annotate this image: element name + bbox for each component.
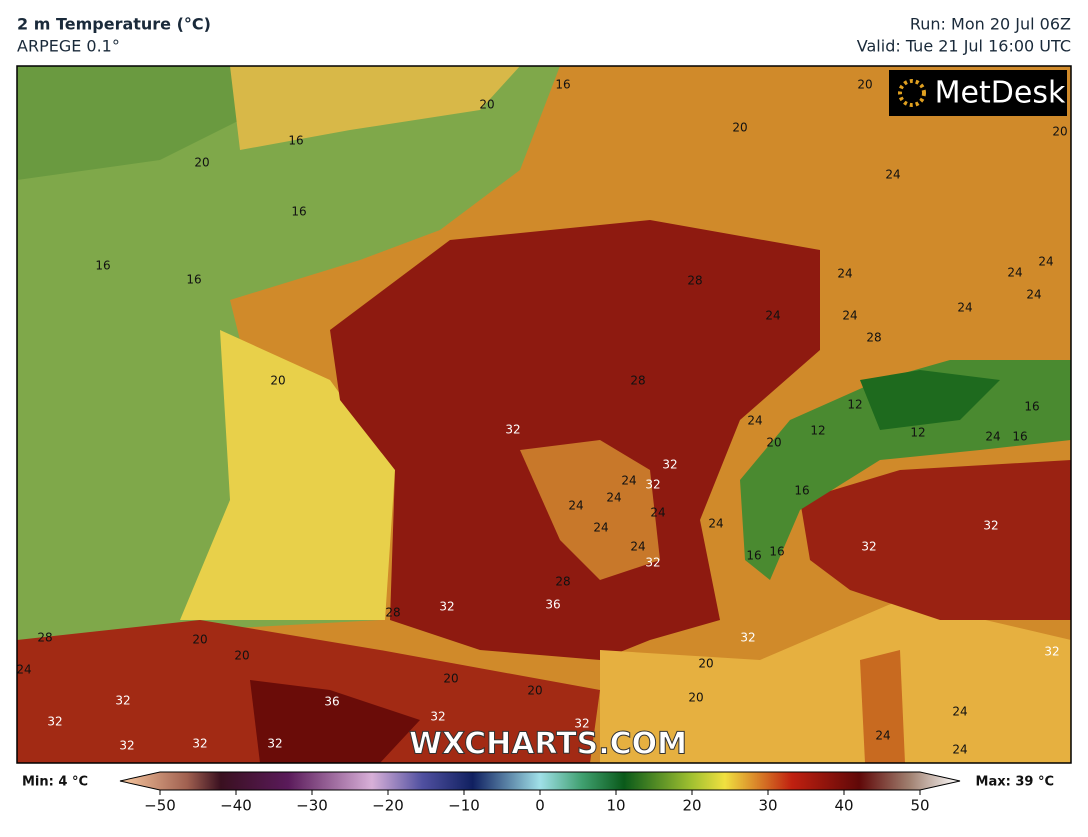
contour-label: 16: [769, 545, 784, 559]
contour-label: 16: [291, 205, 306, 219]
contour-label: 12: [847, 398, 862, 412]
colorbar-tick-label: −30: [296, 797, 328, 815]
contour-label: 24: [885, 168, 900, 182]
contour-label: 20: [443, 672, 458, 686]
contour-label: 32: [1044, 645, 1059, 659]
contour-label: 24: [16, 663, 31, 677]
contour-label: 24: [837, 267, 852, 281]
contour-label: 32: [119, 739, 134, 753]
contour-label: 20: [766, 436, 781, 450]
contour-label: 24: [765, 309, 780, 323]
contour-label: 16: [186, 273, 201, 287]
contour-label: 32: [267, 737, 282, 751]
contour-label: 24: [957, 301, 972, 315]
contour-label: 24: [985, 430, 1000, 444]
contour-label: 20: [732, 121, 747, 135]
contour-label: 28: [866, 331, 881, 345]
map: [17, 66, 1071, 763]
colorbar-tick-label: 10: [606, 797, 625, 815]
contour-label: 32: [47, 715, 62, 729]
contour-label: 20: [857, 78, 872, 92]
contour-label: 32: [505, 423, 520, 437]
contour-label: 20: [192, 633, 207, 647]
contour-label: 24: [842, 309, 857, 323]
colorbar-tick-label: 40: [834, 797, 853, 815]
min-label: Min: 4 °C: [22, 775, 88, 790]
contour-label: 16: [1024, 400, 1039, 414]
contour-label: 36: [545, 598, 560, 612]
contour-label: 32: [983, 519, 998, 533]
subtitle: ARPEGE 0.1°: [17, 37, 120, 56]
contour-label: 20: [234, 649, 249, 663]
colorbar-tick-label: 0: [535, 797, 545, 815]
contour-label: 24: [630, 540, 645, 554]
contour-label: 24: [708, 517, 723, 531]
contour-label: 28: [37, 631, 52, 645]
contour-label: 24: [650, 506, 665, 520]
colorbar-tick-label: 30: [758, 797, 777, 815]
colorbar-tick-label: 50: [910, 797, 929, 815]
contour-label: 24: [875, 729, 890, 743]
contour-label: 12: [910, 426, 925, 440]
contour-label: 20: [194, 156, 209, 170]
contour-label: 24: [952, 743, 967, 757]
contour-label: 32: [861, 540, 876, 554]
contour-label: 32: [740, 631, 755, 645]
contour-label: 32: [439, 600, 454, 614]
contour-label: 20: [527, 684, 542, 698]
logo-icon: [898, 79, 926, 107]
title: 2 m Temperature (°C): [17, 15, 211, 34]
contour-label: 24: [747, 414, 762, 428]
contour-label: 36: [324, 695, 339, 709]
contour-label: 32: [645, 478, 660, 492]
contour-label: 16: [746, 549, 761, 563]
map-frame: [16, 65, 1072, 764]
colorbar: [119, 771, 961, 791]
contour-label: 16: [95, 259, 110, 273]
contour-label: 16: [794, 484, 809, 498]
contour-label: 16: [288, 134, 303, 148]
run: Run: Mon 20 Jul 06Z: [910, 15, 1071, 34]
colorbar-tick-label: −10: [448, 797, 480, 815]
colorbar-ticks: −50 −40 −30 −20 −10 0 10 20 30 40 50: [144, 790, 930, 815]
contour-label: 28: [630, 374, 645, 388]
contour-label: 32: [115, 694, 130, 708]
contour-label: 32: [430, 710, 445, 724]
contour-label: 24: [952, 705, 967, 719]
contour-label: 16: [555, 78, 570, 92]
contour-label: 32: [192, 737, 207, 751]
contour-label: 32: [662, 458, 677, 472]
colorbar-tick-label: −20: [372, 797, 404, 815]
contour-label: 16: [1012, 430, 1027, 444]
contour-label: 28: [555, 575, 570, 589]
logo-box: [889, 70, 1067, 116]
contour-label: 28: [687, 274, 702, 288]
contour-label: 32: [574, 717, 589, 731]
contour-label: 24: [621, 474, 636, 488]
contour-label: 24: [1007, 266, 1022, 280]
valid: Valid: Tue 21 Jul 16:00 UTC: [857, 37, 1071, 56]
contour-label: 20: [479, 98, 494, 112]
contour-label: 12: [810, 424, 825, 438]
contour-label: 20: [688, 691, 703, 705]
contour-label: 32: [645, 556, 660, 570]
contour-label: 20: [1052, 125, 1067, 139]
contour-label: 20: [270, 374, 285, 388]
colorbar-tick-label: −40: [220, 797, 252, 815]
contour-label: 24: [593, 521, 608, 535]
watermark: WXCHARTS.COM: [409, 727, 687, 762]
contour-label: 24: [606, 491, 621, 505]
contour-label: 24: [1026, 288, 1041, 302]
contour-label: 24: [1038, 255, 1053, 269]
contour-label: 28: [385, 606, 400, 620]
contour-label: 24: [568, 499, 583, 513]
colorbar-tick-label: −50: [144, 797, 176, 815]
max-label: Max: 39 °C: [976, 775, 1054, 790]
logo: MetDesk: [935, 76, 1066, 111]
colorbar-tick-label: 20: [682, 797, 701, 815]
contour-label: 20: [698, 657, 713, 671]
